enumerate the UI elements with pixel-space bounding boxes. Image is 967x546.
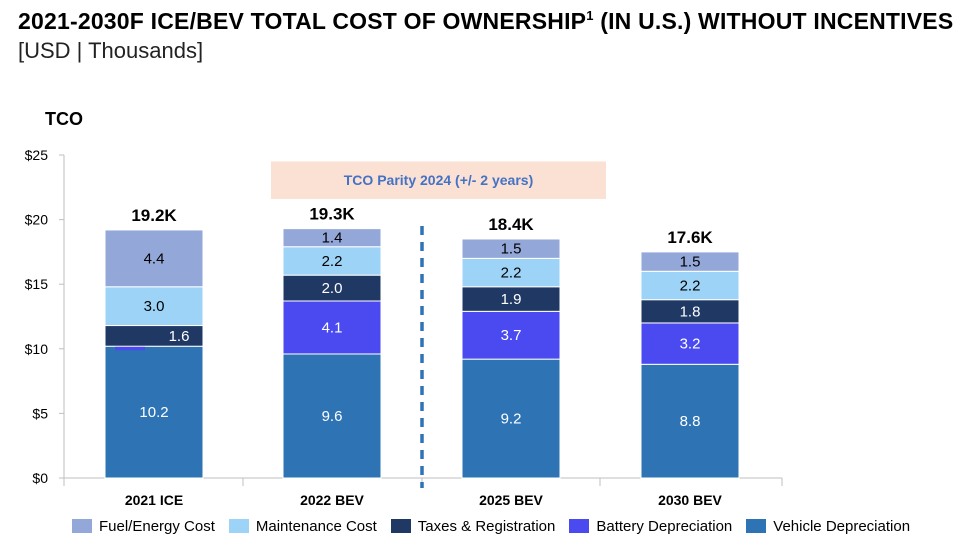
bar-segment-fuel-energy-cost [104,229,204,288]
bar-total-label: 17.6K [667,228,713,247]
bar-segment-fuel-energy-cost [640,251,740,272]
bar-value-label: 1.4 [322,230,343,247]
legend-label: Maintenance Cost [255,517,377,535]
bar-value-label: 1.6 [169,328,190,345]
bar-value-label: 3.7 [501,327,522,344]
bar-value-label: 1.8 [680,303,701,320]
bar-value-label: 3.0 [144,298,165,315]
bar-segment-vehicle-depreciation [640,363,740,479]
y-tick-label: $25 [25,147,49,163]
chart-subtitle: [USD | Thousands] [18,38,204,63]
chart-title-footnote-marker: 1 [586,8,594,23]
bar-segment-battery-depreciation [461,310,561,360]
bar-segment-taxes-registration [461,286,561,312]
bar-value-label: 8.8 [680,413,701,430]
bar-value-label: 2.2 [322,253,343,270]
legend-label: Taxes & Registration [417,517,556,535]
bar-segment-maintenance-cost [104,286,204,327]
bar-total-label: 19.2K [131,206,177,225]
bar-total-label: 19.3K [309,205,355,224]
bar-segment-maintenance-cost [461,257,561,288]
legend-item: Taxes & Registration [390,517,556,535]
legend-swatch [390,519,411,533]
bar-value-label: 2.0 [322,280,343,297]
y-tick-label: $20 [25,212,49,228]
bar-value-label: 2.2 [680,277,701,294]
parity-annotation-band [271,161,606,199]
parity-annotation-label: TCO Parity 2024 (+/- 2 years) [344,172,534,188]
bar-segment-fuel-energy-cost [461,238,561,259]
bar-value-label: 4.1 [322,319,343,336]
legend-label: Fuel/Energy Cost [99,517,215,535]
bar-value-label: 9.2 [501,411,522,428]
bar-segment-maintenance-cost [640,270,740,301]
legend-swatch [569,519,590,533]
bar-value-label: 1.9 [501,291,522,308]
bar-value-label: 2.2 [501,265,522,282]
y-axis-label: TCO [45,109,83,129]
bar-value-label: 1.5 [680,254,701,271]
bar-value-label: 4.4 [144,250,165,267]
chart-title-text: 2021-2030F ICE/BEV TOTAL COST OF OWNERSH… [18,8,587,34]
legend-swatch [746,519,767,533]
x-category-label: 2030 BEV [658,492,722,508]
legend-label: Battery Depreciation [596,517,733,535]
chart-legend: Fuel/Energy Cost Maintenance Cost Taxes & … [72,515,910,537]
y-tick-label: $15 [25,276,49,292]
bar-total-label: 18.4K [488,215,534,234]
chart-title: 2021-2030F ICE/BEV TOTAL COST OF OWNERSH… [18,8,953,35]
bar-segment-vehicle-depreciation [104,345,204,479]
bar-segment-fuel-energy-cost [282,228,382,248]
legend-item: Fuel/Energy Cost [72,518,215,535]
bar-segment-maintenance-cost [282,246,382,276]
x-category-label: 2022 BEV [300,492,364,508]
legend-item: Maintenance Cost [228,517,377,535]
x-category-label: 2025 BEV [479,492,543,508]
bar-value-label: 10.2 [139,404,168,421]
y-tick-label: $0 [32,470,48,486]
legend-item: Battery Depreciation [569,518,732,535]
y-tick-label: $5 [32,405,48,421]
x-category-label: 2021 ICE [125,492,183,508]
legend-label: Vehicle Depreciation [773,517,911,535]
chart-title-suffix: (IN U.S.) WITHOUT INCENTIVES [593,8,954,34]
bar-segment-vehicle-depreciation [282,353,382,479]
bar-segment-battery-depreciation [282,300,382,355]
legend-swatch [228,519,249,533]
bar-value-label: 1.5 [501,241,522,258]
y-tick-label: $10 [25,341,49,357]
legend-item: Vehicle Depreciation [746,518,910,535]
bar-value-label: 3.2 [680,336,701,353]
bar-segment-battery-depreciation [640,322,740,365]
bar-value-label: 9.6 [322,408,343,425]
legend-swatch [72,519,92,533]
bar-segment-vehicle-depreciation [461,358,561,479]
